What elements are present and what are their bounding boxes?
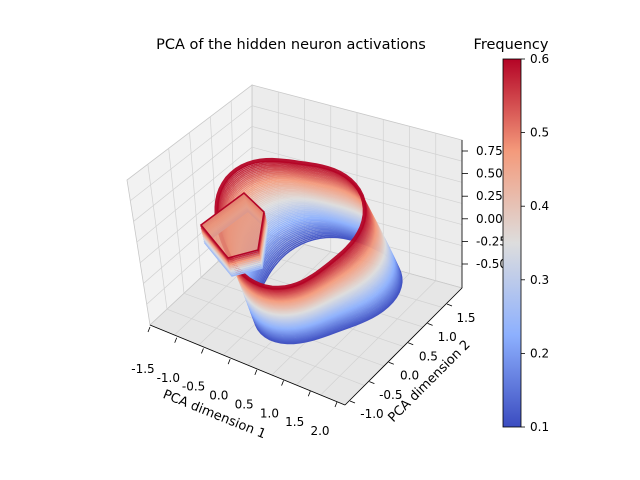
y-tick-label: 1.5 — [456, 311, 475, 325]
axis-lines — [149, 140, 463, 406]
chart-title: PCA of the hidden neuron activations — [156, 37, 426, 53]
x-tick-mark — [174, 337, 178, 343]
x-tick-mark — [227, 358, 231, 365]
x-axis-line — [149, 324, 346, 406]
z-tick-label: 0.00 — [476, 212, 503, 226]
z-tick-label: -0.25 — [476, 234, 507, 248]
x-tick-label: 2.0 — [310, 424, 329, 438]
grid-line — [133, 126, 253, 222]
grid-line — [189, 132, 202, 278]
y-tick-label: 1.0 — [438, 330, 457, 344]
colorbar-tick-label: 0.3 — [530, 273, 549, 287]
colorbar-tick-label: 0.5 — [530, 126, 549, 140]
y-tick-label: -1.0 — [360, 407, 383, 421]
colorbar-tick-label: 0.6 — [530, 52, 549, 66]
colorbar-gradient — [502, 58, 522, 428]
colorbar-ticks: 0.6 0.5 0.4 0.3 0.2 0.1 — [521, 52, 549, 434]
grid-line — [136, 146, 253, 243]
colorbar: Frequency 0.6 0.5 0.4 0.3 0.2 0.1 — [474, 37, 550, 434]
z-tick-label: -0.50 — [476, 257, 507, 271]
x-tick-labels: -1.5-1.0-0.5 0.0 0.5 1.0 1.5 2.0 — [131, 326, 338, 438]
grid-line — [251, 105, 463, 162]
x-tick-label: 1.5 — [285, 415, 304, 429]
x-tick-mark — [201, 348, 204, 354]
x-tick-mark — [334, 401, 338, 408]
y-tick-label: 0.5 — [419, 349, 438, 363]
y-tick-labels: -1.0 -0.5 0.00.51.0 1.5 — [349, 303, 476, 421]
grid-line — [166, 308, 365, 386]
x-tick-mark — [307, 391, 311, 397]
x-tick-mark — [254, 369, 258, 376]
axes3d — [126, 84, 463, 406]
surface — [199, 157, 403, 345]
y-tick-label: -0.5 — [379, 388, 402, 402]
z-tick-labels: 0.75 0.50 0.25 0.00 -0.25 -0.50 — [462, 144, 507, 271]
x-tick-label: 1.0 — [260, 406, 279, 420]
colorbar-tick-label: 0.4 — [530, 199, 549, 213]
y-tick-mark — [349, 400, 356, 404]
grid-line — [168, 148, 185, 294]
colorbar-tick-label: 0.1 — [530, 420, 549, 434]
x-tick-label: 0.0 — [209, 389, 228, 403]
y-tick-mark — [427, 323, 433, 326]
grid-line — [251, 126, 463, 183]
x-tick-mark — [147, 326, 151, 333]
y-tick-mark — [369, 381, 375, 384]
y-tick-mark — [408, 342, 414, 346]
x-tick-mark — [281, 380, 284, 386]
grid-line — [147, 164, 168, 310]
x-tick-label: -0.5 — [182, 380, 205, 394]
x-tick-label: -1.5 — [131, 362, 154, 376]
grid-line — [130, 105, 253, 201]
surface-flap — [199, 191, 265, 259]
y-tick-label: 0.0 — [400, 369, 419, 383]
y-tick-mark — [388, 361, 394, 365]
z-tick-label: 0.25 — [476, 189, 503, 203]
y-tick-mark — [446, 303, 453, 307]
x-tick-label: -1.0 — [157, 371, 180, 385]
colorbar-title: Frequency — [474, 37, 549, 53]
x-tick-label: 0.5 — [235, 397, 254, 411]
y-axis-line — [344, 287, 463, 406]
z-tick-label: 0.50 — [476, 167, 503, 181]
grid-line — [251, 146, 463, 204]
z-tick-label: 0.75 — [476, 144, 503, 158]
colorbar-tick-label: 0.2 — [530, 346, 549, 360]
